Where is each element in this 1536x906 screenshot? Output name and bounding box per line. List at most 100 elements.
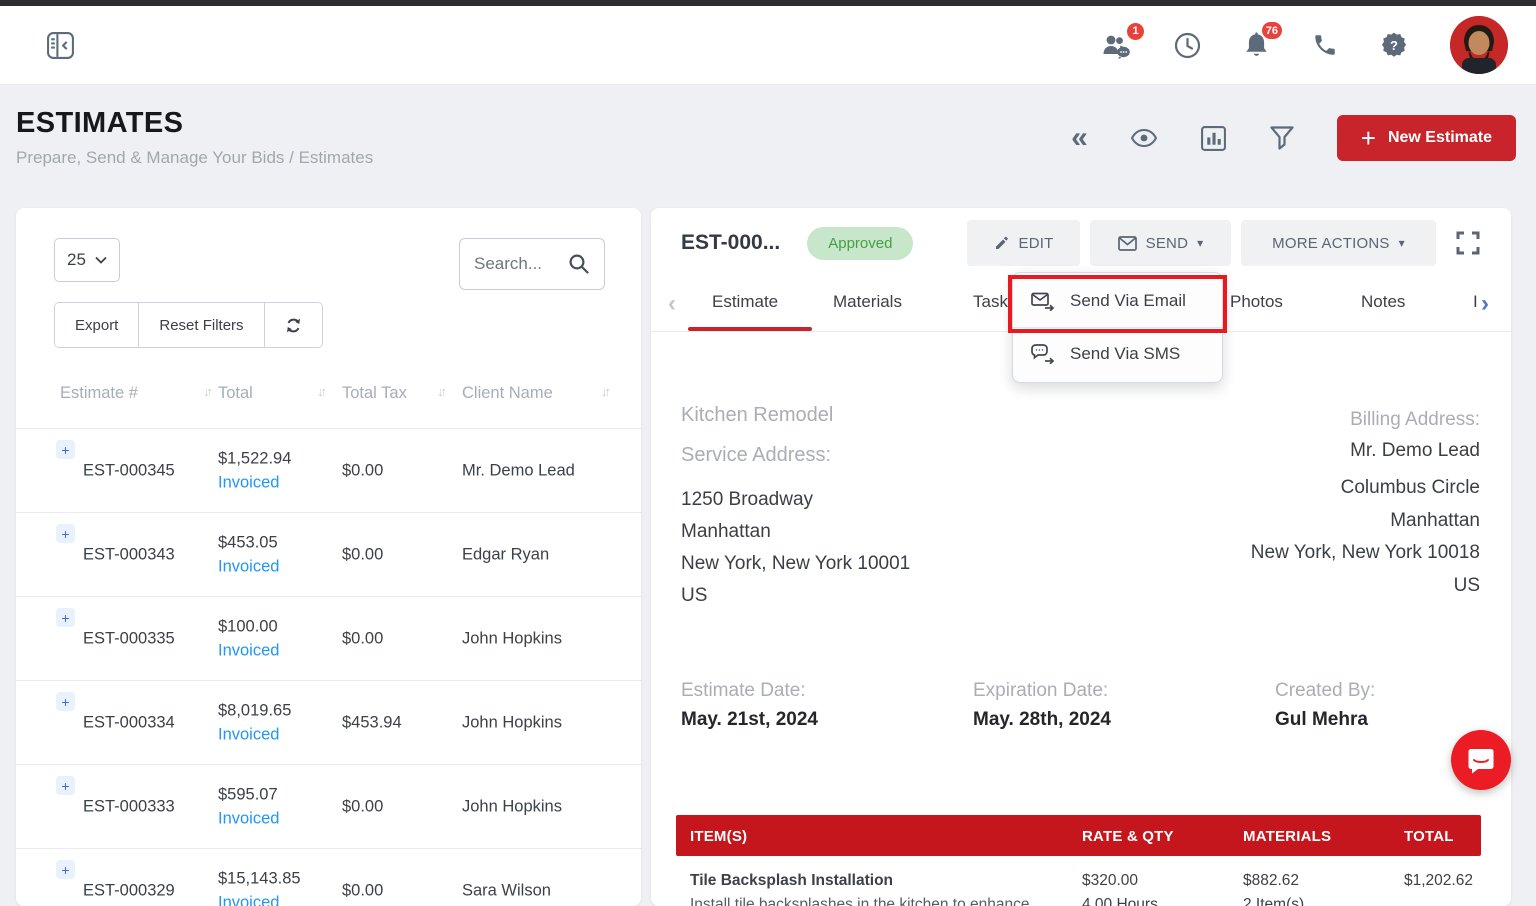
expiration-date-label: Expiration Date: (973, 680, 1109, 701)
tab-tasks[interactable]: Tasks (973, 292, 1017, 311)
billing-address-line: Columbus Circle (1340, 477, 1480, 498)
sort-icon: ↓↑ (601, 384, 611, 399)
items-column-total: TOTAL (1404, 828, 1454, 845)
estimate-total-tax: $0.00 (342, 461, 384, 479)
column-header-estimate-number[interactable]: Estimate # ↓↑ (60, 384, 213, 402)
preview-eye-icon[interactable] (1130, 128, 1158, 148)
items-column-items: ITEM(S) (690, 828, 748, 845)
invoiced-link[interactable]: Invoiced (218, 893, 280, 906)
estimate-number: EST-000334 (83, 713, 175, 731)
tab-notes[interactable]: Notes (1361, 292, 1406, 311)
estimate-number: EST-000335 (83, 629, 175, 647)
table-row[interactable]: + EST-000334 $8,019.65 Invoiced $453.94 J… (16, 680, 641, 764)
expiration-date-value: May. 28th, 2024 (973, 709, 1112, 730)
billing-address-line: New York, New York 10018 (1250, 542, 1480, 563)
expiration-date-block: Expiration Date: May. 28th, 2024 (973, 680, 1111, 731)
expand-row-button[interactable]: + (56, 692, 75, 711)
client-name: Mr. Demo Lead (462, 461, 575, 479)
items-column-materials: MATERIALS (1243, 828, 1332, 845)
invoiced-link[interactable]: Invoiced (218, 557, 280, 575)
search-box (459, 238, 605, 290)
menu-item-send-via-email[interactable]: Send Via Email (1013, 275, 1222, 327)
created-by-label: Created By: (1275, 680, 1376, 701)
tabs-scroll-left-icon[interactable]: ‹ (668, 290, 676, 317)
created-by-block: Created By: Gul Mehra (1275, 680, 1375, 731)
invoiced-link[interactable]: Invoiced (218, 641, 280, 659)
menu-divider (1013, 327, 1222, 328)
tab-photos[interactable]: Photos (1230, 292, 1283, 311)
new-estimate-button[interactable]: + New Estimate (1336, 115, 1516, 161)
sidebar-toggle-icon[interactable] (46, 31, 75, 60)
tab-partial[interactable]: I (1473, 292, 1478, 311)
page-size-select[interactable]: 25 (54, 238, 120, 282)
estimate-total: $15,143.85 (218, 869, 301, 887)
expand-row-button[interactable]: + (56, 440, 75, 459)
detail-tabs: ‹ Estimate Materials Tasks Photos Notes … (651, 278, 1511, 332)
tab-materials[interactable]: Materials (833, 292, 902, 311)
estimate-total: $595.07 (218, 785, 278, 803)
column-header-total-tax[interactable]: Total Tax ↓↑ (342, 384, 447, 402)
search-icon[interactable] (568, 253, 590, 275)
invoiced-link[interactable]: Invoiced (218, 473, 280, 491)
estimate-total-tax: $453.94 (342, 713, 402, 731)
notifications-badge: 76 (1261, 22, 1282, 39)
notifications-bell-icon[interactable]: 76 (1243, 22, 1282, 59)
user-avatar[interactable] (1450, 16, 1508, 74)
items-table: ITEM(S) RATE & QTY MATERIALS TOTAL Tile … (676, 815, 1481, 906)
table-row[interactable]: + EST-000345 $1,522.94 Invoiced $0.00 Mr.… (16, 428, 641, 512)
estimate-total-tax: $0.00 (342, 629, 384, 647)
fullscreen-icon[interactable] (1455, 230, 1481, 256)
active-tab-underline (688, 327, 812, 331)
collapse-panel-icon[interactable]: « (1071, 121, 1088, 154)
edit-button[interactable]: EDIT (967, 220, 1080, 266)
expand-row-button[interactable]: + (56, 776, 75, 795)
tab-estimate[interactable]: Estimate (712, 292, 779, 311)
estimate-number: EST-000329 (83, 881, 175, 899)
reset-filters-button[interactable]: Reset Filters (139, 303, 265, 347)
expand-row-button[interactable]: + (56, 608, 75, 627)
send-button[interactable]: SEND ▾ (1090, 220, 1231, 266)
team-chat-icon[interactable]: 1 (1101, 22, 1144, 59)
service-address-block: Kitchen Remodel Service Address: 1250 Br… (681, 404, 910, 612)
more-actions-button[interactable]: MORE ACTIONS ▾ (1241, 220, 1436, 266)
client-name: Edgar Ryan (462, 545, 550, 563)
item-description: Install tile backsplashes in the kitchen… (690, 896, 1030, 906)
filter-icon[interactable] (1269, 125, 1295, 151)
table-row[interactable]: + EST-000335 $100.00 Invoiced $0.00 John … (16, 596, 641, 680)
column-header-total[interactable]: Total ↓↑ (218, 384, 327, 402)
table-row[interactable]: + EST-000329 $15,143.85 Invoiced $0.00 Sa… (16, 848, 641, 906)
email-send-icon (1031, 292, 1055, 311)
table-header: Estimate # ↓↑ Total ↓↑ Total Tax ↓↑ Client … (16, 376, 641, 416)
top-strip (0, 0, 1536, 6)
column-header-client-name[interactable]: Client Name ↓↑ (462, 384, 611, 402)
estimate-total: $1,522.94 (218, 449, 292, 467)
expand-row-button[interactable]: + (56, 860, 75, 879)
reports-chart-icon[interactable] (1200, 125, 1227, 152)
table-row[interactable]: + EST-000333 $595.07 Invoiced $0.00 John … (16, 764, 641, 848)
help-icon[interactable]: ? (1380, 31, 1408, 59)
invoiced-link[interactable]: Invoiced (218, 809, 280, 827)
svg-text:?: ? (1390, 38, 1398, 53)
refresh-button[interactable] (264, 303, 322, 347)
table-row[interactable]: + EST-000343 $453.05 Invoiced $0.00 Edgar… (16, 512, 641, 596)
item-materials-qty: 2 Item(s) (1243, 896, 1305, 906)
sort-icon: ↓↑ (437, 384, 447, 399)
billing-address-line: Manhattan (1390, 509, 1480, 531)
estimate-rows: + EST-000345 $1,522.94 Invoiced $0.00 Mr.… (16, 428, 641, 906)
items-column-rate-qty: RATE & QTY (1082, 828, 1174, 845)
item-qty: 4.00 Hours (1082, 896, 1158, 906)
export-button[interactable]: Export (55, 303, 140, 347)
estimate-detail-panel: EST-000... Approved EDIT SEND ▾ MORE ACT… (651, 208, 1511, 906)
table-toolbar: Export Reset Filters (54, 302, 323, 348)
item-name: Tile Backsplash Installation (690, 872, 894, 889)
search-input[interactable] (474, 254, 560, 274)
chat-launcher-button[interactable] (1451, 730, 1511, 790)
menu-item-send-via-sms[interactable]: Send Via SMS (1013, 328, 1222, 380)
invoiced-link[interactable]: Invoiced (218, 725, 280, 743)
item-total: $1,202.62 (1404, 872, 1473, 889)
expand-row-button[interactable]: + (56, 524, 75, 543)
service-address-line: New York, New York 10001 (681, 553, 911, 574)
tabs-scroll-right-icon[interactable]: › (1481, 290, 1489, 317)
clock-icon[interactable] (1174, 32, 1201, 59)
phone-icon[interactable] (1312, 32, 1338, 58)
